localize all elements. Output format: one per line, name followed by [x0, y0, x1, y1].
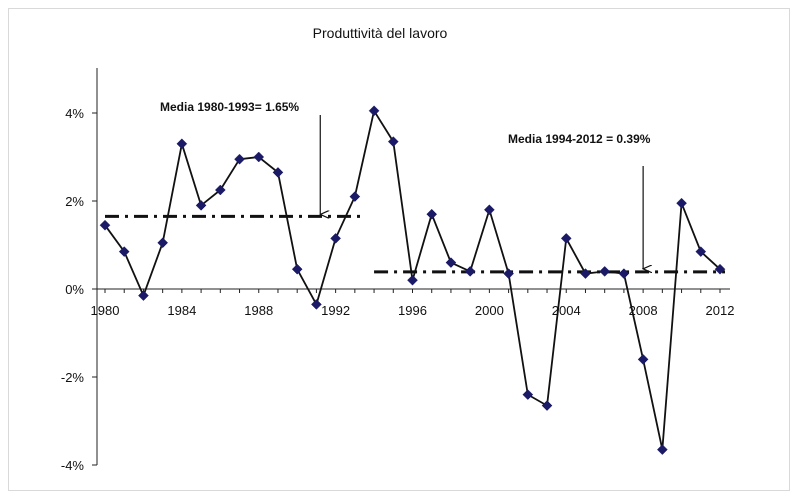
- x-tick-label: 2008: [629, 303, 658, 318]
- data-point: [368, 105, 380, 117]
- data-point: [253, 151, 265, 163]
- data-point: [291, 263, 303, 275]
- annotations: Media 1980-1993= 1.65% Media 1994-2012 = …: [160, 100, 651, 269]
- y-tick-label: 2%: [65, 194, 84, 209]
- data-point: [272, 167, 284, 178]
- chart-title: Produttività del lavoro: [313, 25, 448, 41]
- data-point: [99, 219, 111, 231]
- data-point: [176, 138, 188, 150]
- y-tick-label: 4%: [65, 106, 84, 121]
- data-point: [311, 299, 322, 310]
- data-point: [445, 257, 457, 268]
- y-tick-label: 0%: [65, 282, 84, 297]
- reference-lines: [105, 214, 725, 274]
- annotation-avg-1994-2012: Media 1994-2012 = 0.39%: [508, 132, 651, 146]
- data-point: [214, 184, 226, 196]
- data-point: [426, 208, 438, 220]
- x-tick-label: 1988: [244, 303, 273, 318]
- y-tick-label: -2%: [61, 370, 85, 385]
- data-point: [234, 153, 245, 165]
- data-point: [195, 200, 207, 211]
- series-group: [99, 105, 726, 455]
- x-tick-label: 1992: [321, 303, 350, 318]
- data-point: [522, 389, 534, 400]
- data-point: [407, 274, 418, 286]
- data-point: [330, 233, 341, 244]
- x-tick-label: 1996: [398, 303, 427, 318]
- data-point: [387, 136, 399, 147]
- axes: 4% 2% 0% -2% -4% 1980 1984 1988 1992 1996 2000 2004…: [61, 68, 735, 473]
- data-point: [118, 246, 130, 257]
- data-point: [695, 246, 707, 257]
- chart-frame: [8, 8, 790, 491]
- data-point: [637, 354, 649, 365]
- x-tick-label: 1984: [167, 303, 196, 318]
- x-tick-label: 2000: [475, 303, 504, 318]
- x-tick-label: 1980: [91, 303, 120, 318]
- data-point: [349, 191, 361, 202]
- data-point: [138, 290, 149, 301]
- data-point: [714, 263, 726, 275]
- data-point: [464, 266, 476, 277]
- data-point: [157, 237, 169, 249]
- data-point: [676, 197, 687, 209]
- y-tick-label: -4%: [61, 458, 85, 473]
- data-point: [484, 204, 495, 216]
- data-point: [656, 444, 668, 455]
- data-point: [618, 268, 630, 279]
- data-point: [580, 268, 591, 279]
- data-point: [503, 268, 514, 279]
- x-tick-label: 2012: [706, 303, 735, 318]
- annotation-avg-1980-1993: Media 1980-1993= 1.65%: [160, 100, 299, 114]
- data-point: [541, 400, 553, 411]
- data-point: [560, 233, 572, 244]
- data-point: [599, 266, 611, 277]
- x-tick-label: 2004: [552, 303, 581, 318]
